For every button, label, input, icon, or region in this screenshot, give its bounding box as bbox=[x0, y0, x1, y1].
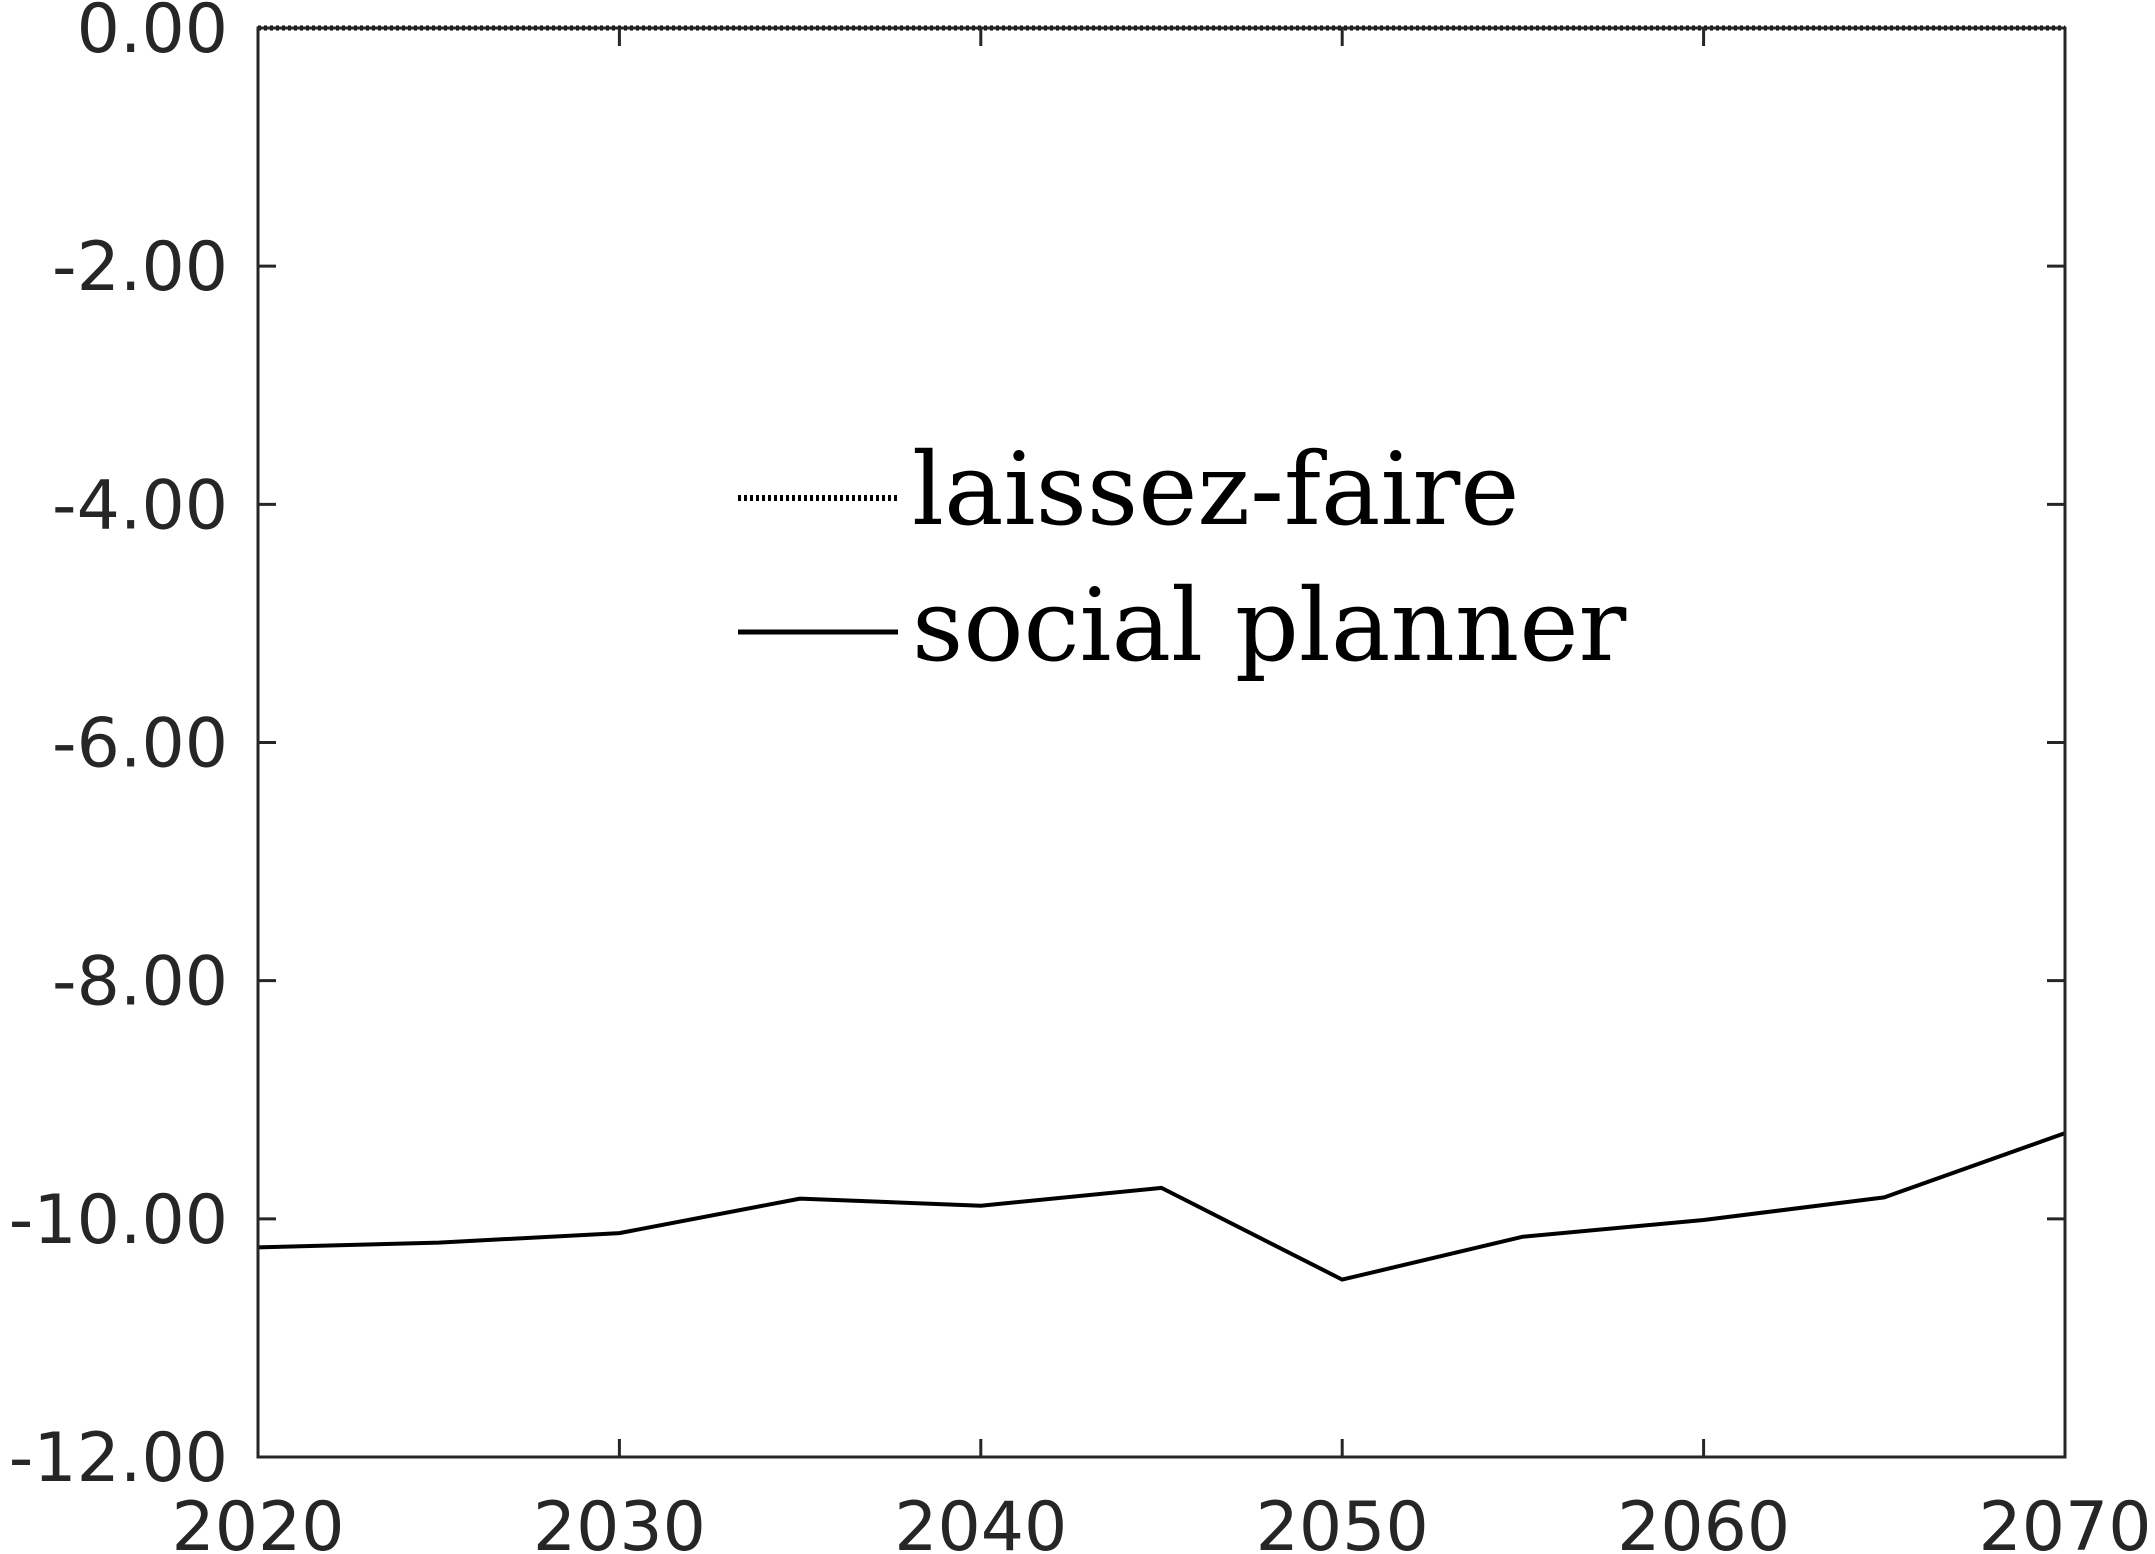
legend-label-social-planner: social planner bbox=[912, 567, 1627, 684]
x-tick-label: 2030 bbox=[533, 1488, 706, 1554]
x-tick-label: 2070 bbox=[1978, 1488, 2151, 1554]
x-tick-label: 2050 bbox=[1256, 1488, 1429, 1554]
x-tick-label: 2060 bbox=[1617, 1488, 1790, 1554]
x-axis-tick-labels: 2020 2030 2040 2050 2060 2070 bbox=[171, 1488, 2151, 1554]
x-tick-label: 2040 bbox=[894, 1488, 1067, 1554]
y-tick-label: -4.00 bbox=[52, 466, 228, 545]
legend-label-laissez-faire: laissez-faire bbox=[912, 431, 1519, 548]
y-tick-label: 0.00 bbox=[77, 0, 228, 69]
plot-area bbox=[258, 28, 2065, 1457]
legend: laissez-faire social planner bbox=[738, 431, 1627, 684]
tick-marks bbox=[256, 26, 2067, 1459]
y-tick-label: -8.00 bbox=[52, 943, 228, 1022]
y-tick-label: -10.00 bbox=[9, 1181, 228, 1260]
y-tick-label: -6.00 bbox=[52, 705, 228, 784]
y-axis-tick-labels: 0.00 -2.00 -4.00 -6.00 -8.00 -10.00 -12.00 bbox=[9, 0, 228, 1498]
series-line-social-planner bbox=[257, 1131, 2066, 1282]
y-tick-label: -2.00 bbox=[52, 228, 228, 307]
y-tick-label: -12.00 bbox=[9, 1419, 228, 1498]
x-tick-label: 2020 bbox=[171, 1488, 344, 1554]
